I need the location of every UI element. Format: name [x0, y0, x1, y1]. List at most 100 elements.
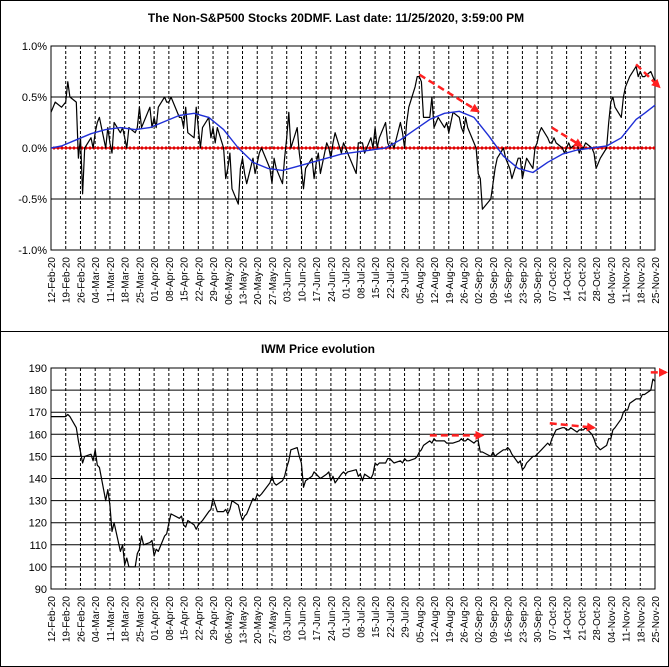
- x-tick-label: 08-Apr-20: [165, 257, 176, 302]
- x-tick-label: 08-Jul-20: [356, 596, 367, 638]
- zero-line-marker: [417, 146, 419, 150]
- x-tick-label: 25-Mar-20: [135, 596, 146, 643]
- zero-line-marker: [57, 146, 59, 150]
- zero-line-marker: [125, 146, 127, 150]
- trend-arrow: [635, 63, 661, 89]
- x-tick-label: 22-Apr-20: [194, 257, 205, 302]
- zero-line-marker: [489, 146, 491, 150]
- x-tick-label: 20-May-20: [253, 596, 264, 644]
- zero-line-marker: [69, 146, 71, 150]
- zero-line-marker: [81, 146, 83, 150]
- x-tick-label: 01-Jul-20: [342, 596, 353, 638]
- x-tick-label: 29-Jul-20: [401, 257, 412, 299]
- x-tick-label: 29-Apr-20: [209, 257, 220, 302]
- x-tick-label: 19-Aug-20: [445, 257, 456, 304]
- iwm-chart-title: IWM Price evolution: [261, 342, 375, 356]
- x-tick-label: 25-Nov-20: [651, 596, 662, 643]
- zero-line-marker: [293, 146, 295, 150]
- zero-line-marker: [229, 146, 231, 150]
- zero-line-marker: [613, 146, 615, 150]
- zero-line-marker: [461, 146, 463, 150]
- x-tick-label: 22-Apr-20: [194, 596, 205, 641]
- zero-line-marker: [349, 146, 351, 150]
- x-tick-label: 13-May-20: [239, 257, 250, 305]
- y-tick-label: 140: [29, 474, 47, 486]
- x-tick-label: 02-Sep-20: [474, 257, 485, 304]
- zero-line-marker: [509, 146, 511, 150]
- zero-line-marker: [141, 146, 143, 150]
- x-tick-label: 12-Aug-20: [430, 596, 441, 643]
- zero-line-marker: [505, 146, 507, 150]
- x-tick-label: 22-Jul-20: [386, 596, 397, 638]
- x-tick-label: 06-May-20: [224, 257, 235, 305]
- zero-line-marker: [117, 146, 119, 150]
- x-tick-label: 30-Sep-20: [533, 257, 544, 304]
- x-tick-label: 12-Feb-20: [47, 257, 58, 304]
- zero-line-marker: [541, 146, 543, 150]
- x-tick-label: 30-Sep-20: [533, 596, 544, 643]
- y-tick-label: 110: [29, 540, 47, 552]
- x-tick-label: 26-Aug-20: [459, 257, 470, 304]
- zero-line-marker: [265, 146, 267, 150]
- x-tick-label: 21-Oct-20: [577, 257, 588, 302]
- zero-line-marker: [521, 146, 523, 150]
- x-tick-label: 26-Feb-20: [76, 596, 87, 643]
- y-tick-label: -1.0%: [18, 245, 47, 257]
- y-tick-label: 0.5%: [22, 92, 47, 104]
- zero-line-marker: [529, 146, 531, 150]
- x-tick-label: 09-Sep-20: [489, 596, 500, 643]
- zero-line-marker: [305, 146, 307, 150]
- x-tick-label: 03-Jun-20: [283, 257, 294, 302]
- trend-arrow: [549, 422, 596, 432]
- trend-arrow: [418, 73, 480, 113]
- zero-line-marker: [585, 146, 587, 150]
- zero-line-marker: [169, 146, 171, 150]
- zero-line-marker: [397, 146, 399, 150]
- trend-arrow: [551, 126, 584, 148]
- zero-line-marker: [129, 146, 131, 150]
- x-tick-label: 05-Aug-20: [415, 596, 426, 643]
- zero-line-marker: [269, 146, 271, 150]
- x-tick-label: 26-Feb-20: [76, 257, 87, 304]
- zero-line-marker: [601, 146, 603, 150]
- zero-line-marker: [653, 146, 655, 150]
- zero-line-marker: [213, 146, 215, 150]
- zero-line-marker: [597, 146, 599, 150]
- x-tick-label: 09-Sep-20: [489, 257, 500, 304]
- x-tick-label: 11-Mar-20: [106, 596, 117, 642]
- x-tick-label: 15-Jul-20: [371, 596, 382, 638]
- x-tick-label: 23-Sep-20: [518, 596, 529, 643]
- zero-line-marker: [413, 146, 415, 150]
- x-tick-label: 18-Mar-20: [121, 257, 132, 304]
- x-tick-label: 21-Oct-20: [577, 596, 588, 641]
- x-tick-label: 01-Jul-20: [342, 257, 353, 299]
- zero-line-marker: [493, 146, 495, 150]
- x-tick-label: 04-Nov-20: [607, 257, 618, 304]
- y-tick-label: 190: [29, 363, 47, 375]
- zero-line-marker: [209, 146, 211, 150]
- x-tick-label: 27-May-20: [268, 596, 279, 644]
- x-tick-label: 11-Nov-20: [622, 257, 633, 303]
- zero-line-marker: [321, 146, 323, 150]
- x-tick-label: 10-Jun-20: [297, 596, 308, 641]
- y-tick-label: 100: [29, 562, 47, 574]
- x-tick-label: 12-Feb-20: [47, 596, 58, 643]
- y-tick-label: 120: [29, 518, 47, 530]
- x-tick-label: 06-May-20: [224, 596, 235, 644]
- iwm-panel: IWM Price evolution 90 100 110 120 130 140 150…: [29, 342, 668, 644]
- zero-line-marker: [369, 146, 371, 150]
- zero-line-marker: [641, 146, 643, 150]
- x-tick-label: 01-Apr-20: [150, 596, 161, 641]
- zero-line-marker: [273, 146, 275, 150]
- zero-line-marker: [525, 146, 527, 150]
- x-tick-label: 28-Oct-20: [592, 257, 603, 302]
- zero-line-marker: [445, 146, 447, 150]
- zero-line-marker: [157, 146, 159, 150]
- zero-line-marker: [373, 146, 375, 150]
- zero-line-marker: [281, 146, 283, 150]
- dmf-panel: The Non-S&P500 Stocks 20DMF. Last date: …: [18, 11, 662, 305]
- zero-line-marker: [457, 146, 459, 150]
- zero-line-marker: [553, 146, 555, 150]
- zero-line-marker: [97, 146, 99, 150]
- zero-line-marker: [409, 146, 411, 150]
